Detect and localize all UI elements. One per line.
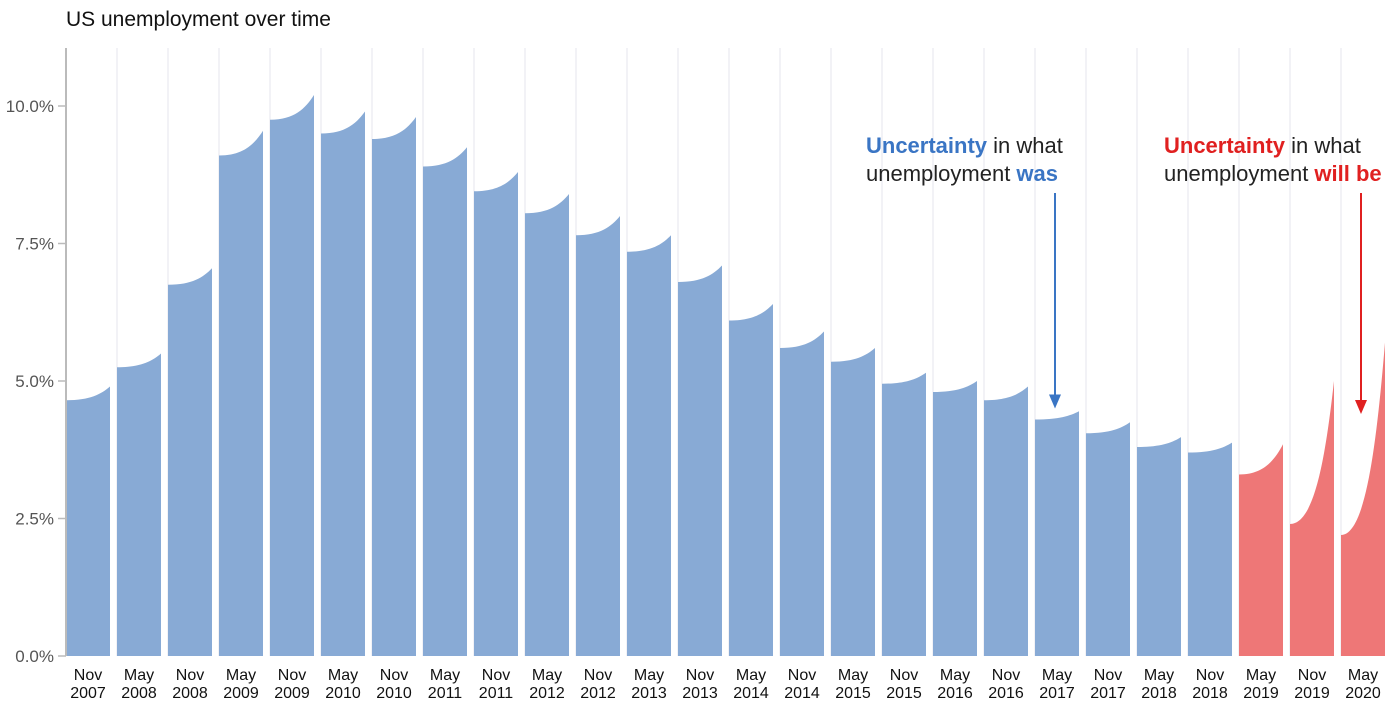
- x-tick-label-bottom: 2010: [376, 685, 412, 702]
- x-tick-label-top: Nov: [1298, 667, 1326, 684]
- x-tick-label-top: May: [1348, 667, 1378, 684]
- x-tick-label-bottom: 2008: [172, 685, 208, 702]
- bar-past: [678, 265, 722, 656]
- x-tick-labels: Nov2007May2008Nov2008May2009Nov2009May20…: [70, 667, 1381, 702]
- bar-past: [1086, 422, 1130, 656]
- x-tick-label-top: May: [430, 667, 460, 684]
- x-tick-label-top: May: [634, 667, 664, 684]
- bar-past: [576, 216, 620, 656]
- x-tick-label-bottom: 2014: [733, 685, 769, 702]
- x-tick-label-bottom: 2016: [937, 685, 973, 702]
- bar-future: [1290, 381, 1334, 656]
- bar-past: [525, 194, 569, 656]
- x-tick-label-top: Nov: [686, 667, 714, 684]
- x-tick-label-top: May: [124, 667, 154, 684]
- bar-future: [1341, 342, 1385, 656]
- x-tick-label-bottom: 2013: [682, 685, 718, 702]
- x-tick-label-top: May: [226, 667, 256, 684]
- x-tick-label-top: May: [532, 667, 562, 684]
- y-ticks: 0.0% 2.5% 5.0% 7.5% 10.0%: [6, 97, 66, 666]
- x-tick-label-bottom: 2010: [325, 685, 361, 702]
- x-tick-label-bottom: 2018: [1192, 685, 1228, 702]
- x-tick-label-bottom: 2011: [428, 685, 463, 702]
- y-tick-label: 2.5%: [15, 510, 54, 529]
- annotation-line1: Uncertainty in what: [866, 133, 1063, 158]
- x-tick-label-top: May: [1042, 667, 1072, 684]
- bar-past: [729, 304, 773, 656]
- bars-layer: [66, 95, 1385, 656]
- bar-past: [321, 111, 365, 656]
- annotation-will: Uncertainty in what unemployment will be: [1164, 133, 1382, 414]
- x-tick-label-top: May: [736, 667, 766, 684]
- x-tick-label-top: Nov: [1196, 667, 1224, 684]
- x-tick-label-top: Nov: [176, 667, 204, 684]
- bar-past: [219, 130, 263, 656]
- x-tick-label-top: Nov: [1094, 667, 1122, 684]
- annotation-line2: unemployment was: [866, 161, 1058, 186]
- x-tick-label-bottom: 2007: [70, 685, 106, 702]
- x-tick-label-bottom: 2016: [988, 685, 1024, 702]
- y-tick-label: 10.0%: [6, 97, 54, 116]
- x-tick-label-bottom: 2020: [1345, 685, 1381, 702]
- bar-past: [1035, 411, 1079, 656]
- bar-past: [474, 172, 518, 656]
- annotation-line1: Uncertainty in what: [1164, 133, 1361, 158]
- x-tick-label-bottom: 2019: [1243, 685, 1279, 702]
- x-tick-label-bottom: 2014: [784, 685, 820, 702]
- annotation-line2: unemployment will be: [1164, 161, 1382, 186]
- bar-past: [423, 147, 467, 656]
- bar-past: [168, 268, 212, 656]
- x-tick-label-bottom: 2018: [1141, 685, 1177, 702]
- x-tick-label-bottom: 2019: [1294, 685, 1330, 702]
- x-tick-label-bottom: 2012: [580, 685, 616, 702]
- x-tick-label-bottom: 2013: [631, 685, 667, 702]
- x-tick-label-bottom: 2015: [886, 685, 922, 702]
- bar-past: [984, 386, 1028, 656]
- bar-past: [1188, 442, 1232, 656]
- x-tick-label-bottom: 2009: [223, 685, 259, 702]
- arrow-head-icon: [1355, 400, 1367, 414]
- x-tick-label-top: Nov: [992, 667, 1020, 684]
- x-tick-label-bottom: 2009: [274, 685, 310, 702]
- x-tick-label-top: Nov: [380, 667, 408, 684]
- x-tick-label-top: May: [1144, 667, 1174, 684]
- chart-title: US unemployment over time: [66, 8, 331, 31]
- x-tick-label-bottom: 2017: [1090, 685, 1126, 702]
- x-tick-label-top: Nov: [74, 667, 102, 684]
- bar-past: [270, 95, 314, 656]
- x-tick-label-bottom: 2011: [479, 685, 514, 702]
- bar-past: [831, 348, 875, 656]
- bar-past: [117, 353, 161, 656]
- y-tick-label: 5.0%: [15, 372, 54, 391]
- x-tick-label-bottom: 2008: [121, 685, 157, 702]
- bar-past: [882, 372, 926, 656]
- x-tick-label-bottom: 2015: [835, 685, 871, 702]
- x-tick-label-top: Nov: [482, 667, 510, 684]
- x-tick-label-bottom: 2012: [529, 685, 565, 702]
- bar-past: [66, 386, 110, 656]
- x-tick-label-bottom: 2017: [1039, 685, 1075, 702]
- x-tick-label-top: Nov: [788, 667, 816, 684]
- bar-past: [933, 381, 977, 656]
- y-tick-label: 0.0%: [15, 647, 54, 666]
- x-tick-label-top: May: [1246, 667, 1276, 684]
- annotation-was: Uncertainty in what unemployment was: [866, 133, 1063, 409]
- bar-past: [1137, 437, 1181, 656]
- y-tick-label: 7.5%: [15, 235, 54, 254]
- bar-past: [627, 235, 671, 656]
- bar-past: [780, 331, 824, 656]
- x-tick-label-top: Nov: [278, 667, 306, 684]
- x-tick-label-top: May: [328, 667, 358, 684]
- x-tick-label-top: May: [940, 667, 970, 684]
- x-tick-label-top: May: [838, 667, 868, 684]
- bar-past: [372, 117, 416, 656]
- arrow-head-icon: [1049, 394, 1061, 409]
- x-tick-label-top: Nov: [584, 667, 612, 684]
- bar-future: [1239, 444, 1283, 656]
- x-tick-label-top: Nov: [890, 667, 918, 684]
